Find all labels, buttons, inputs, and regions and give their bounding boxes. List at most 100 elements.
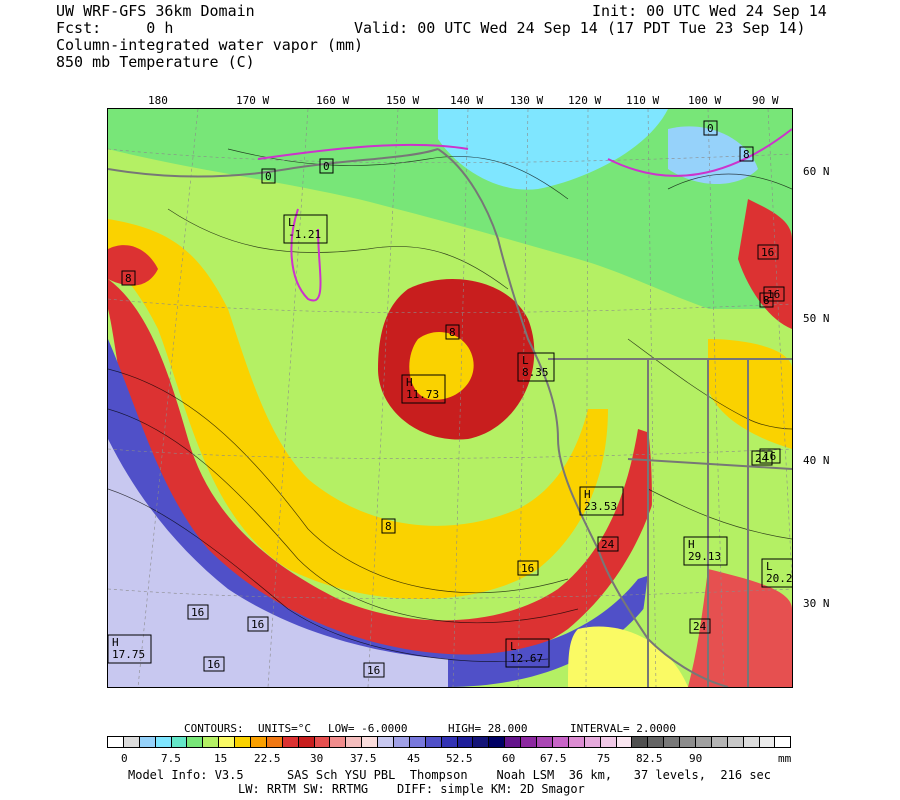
contour-label: 24: [597, 536, 619, 552]
colorbar-swatch: [616, 737, 633, 747]
colorbar-tick: 37.5: [350, 752, 377, 765]
svg-text:L: L: [510, 640, 517, 653]
valid-time: Valid: 00 UTC Wed 24 Sep 14 (17 PDT Tue …: [354, 19, 806, 37]
colorbar-swatch: [219, 737, 236, 747]
colorbar-swatch: [473, 737, 490, 747]
svg-text:16: 16: [763, 450, 776, 463]
svg-text:0: 0: [265, 170, 272, 183]
svg-text:8: 8: [125, 272, 132, 285]
contours-high: HIGH= 28.000: [448, 722, 528, 735]
colorbar-tick: 45: [407, 752, 421, 765]
contours-title: CONTOURS:: [184, 722, 244, 735]
colorbar-swatch: [505, 737, 522, 747]
svg-text:H: H: [584, 488, 591, 501]
colorbar-swatch: [489, 737, 506, 747]
colorbar-tick: 52.5: [446, 752, 473, 765]
field-title-2: 850 mb Temperature (C): [56, 53, 255, 71]
svg-text:16: 16: [191, 606, 204, 619]
colorbar-swatch: [123, 737, 140, 747]
high-pressure-label: H23.53: [579, 486, 624, 516]
svg-text:12.67: 12.67: [510, 652, 543, 665]
svg-text:16: 16: [251, 618, 264, 631]
colorbar-tick: 0: [121, 752, 128, 765]
colorbar-swatch: [664, 737, 681, 747]
colorbar-swatch: [155, 737, 172, 747]
colorbar-tick: 30: [310, 752, 324, 765]
lat-label: 40 N: [803, 454, 830, 467]
svg-text:17.75: 17.75: [112, 648, 145, 661]
svg-text:16: 16: [767, 288, 780, 301]
svg-text:H: H: [688, 538, 695, 551]
contour-label: 8: [739, 146, 754, 162]
colorbar-swatch: [695, 737, 712, 747]
svg-text:8: 8: [385, 520, 392, 533]
field-title-1: Column-integrated water vapor (mm): [56, 36, 364, 54]
forecast-hour: Fcst: 0 h: [56, 19, 174, 37]
colorbar-swatch: [521, 737, 538, 747]
colorbar-swatch: [171, 737, 188, 747]
colorbar-swatch: [425, 737, 442, 747]
svg-text:0: 0: [323, 160, 330, 173]
colorbar-swatch: [727, 737, 744, 747]
lon-label: 180: [148, 94, 168, 107]
colorbar-swatch: [775, 737, 791, 747]
svg-text:24: 24: [601, 538, 615, 551]
svg-text:L: L: [522, 354, 529, 367]
svg-text:16: 16: [367, 664, 380, 677]
svg-text:11.73: 11.73: [406, 388, 439, 401]
lat-label: 50 N: [803, 312, 830, 325]
footer-model-info: Model Info: V3.5 SAS Sch YSU PBL Thompso…: [128, 768, 771, 782]
svg-text:H: H: [112, 636, 119, 649]
colorbar-swatch: [537, 737, 553, 747]
colorbar-swatch: [203, 737, 220, 747]
lon-label: 130 W: [510, 94, 544, 107]
lon-label: 170 W: [236, 94, 270, 107]
svg-text:24: 24: [755, 452, 769, 465]
svg-text:16: 16: [761, 246, 774, 259]
high-pressure-label: H11.73: [401, 374, 446, 404]
colorbar-tick: 7.5: [161, 752, 181, 765]
colorbar-swatch: [346, 737, 363, 747]
footer-physics: LW: RRTM SW: RRTMG DIFF: simple KM: 2D S…: [238, 782, 585, 796]
colorbar-tick: 60: [502, 752, 516, 765]
colorbar-tick: 15: [214, 752, 228, 765]
contour-label: 16: [517, 560, 539, 576]
colorbar-swatch: [298, 737, 315, 747]
colorbar: [107, 736, 791, 748]
colorbar-swatch: [394, 737, 410, 747]
contour-label: 8: [445, 324, 460, 340]
colorbar-swatch: [362, 737, 379, 747]
lon-label: 150 W: [386, 94, 420, 107]
colorbar-swatch: [457, 737, 474, 747]
colorbar-swatch: [409, 737, 426, 747]
colorbar-swatch: [314, 737, 331, 747]
svg-text:-1.21: -1.21: [288, 228, 321, 241]
colorbar-swatch: [711, 737, 728, 747]
contour-label: 8: [121, 270, 136, 286]
contour-label: 8: [381, 518, 396, 534]
weather-map: L -1.21 H 11.73 L 8.35 H 23.53 H 29.13 L 20.2 H 17.75…: [107, 108, 793, 688]
svg-text:L: L: [288, 216, 295, 229]
contour-label: 0: [703, 120, 718, 136]
lat-label: 30 N: [803, 597, 830, 610]
colorbar-swatch: [743, 737, 760, 747]
map-canvas: L-1.21H11.73L8.35H23.53H29.13L20.2H17.75…: [108, 109, 792, 687]
contour-label: 16: [759, 448, 781, 464]
low-pressure-label: L20.2: [761, 558, 792, 588]
low-pressure-label: L8.35: [517, 352, 555, 382]
colorbar-swatch: [759, 737, 776, 747]
lon-label: 90 W: [752, 94, 779, 107]
contour-label: 16: [763, 286, 785, 302]
svg-text:L: L: [766, 560, 773, 573]
colorbar-swatch: [187, 737, 204, 747]
svg-text:23.53: 23.53: [584, 500, 617, 513]
lon-label: 120 W: [568, 94, 602, 107]
svg-text:8: 8: [449, 326, 456, 339]
colorbar-swatch: [330, 737, 347, 747]
colorbar-swatch: [441, 737, 458, 747]
contour-label: 0: [261, 168, 276, 184]
contour-label: 24: [751, 450, 773, 466]
high-pressure-label: H29.13: [683, 536, 728, 566]
init-time: Init: 00 UTC Wed 24 Sep 14: [592, 2, 827, 20]
colorbar-swatch: [552, 737, 569, 747]
